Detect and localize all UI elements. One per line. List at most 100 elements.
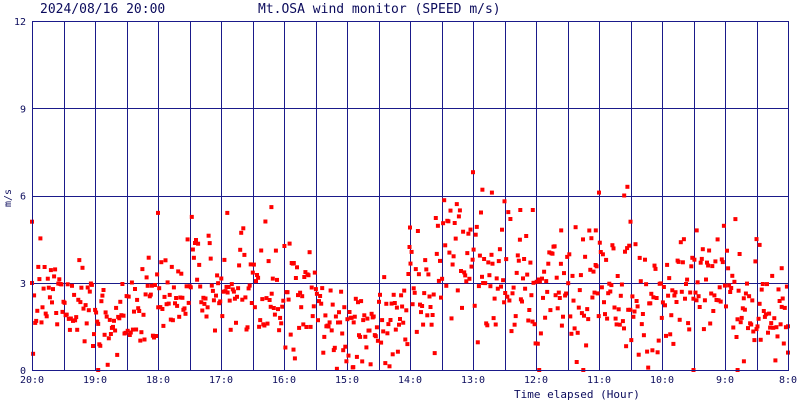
- data-point: [185, 237, 190, 242]
- data-point: [679, 289, 684, 294]
- data-point: [129, 280, 134, 285]
- timestamp-label: 2024/08/16 20:00: [40, 2, 165, 17]
- data-point: [637, 255, 642, 260]
- data-points-layer: [30, 170, 790, 372]
- data-point: [316, 318, 320, 323]
- data-point: [416, 272, 421, 277]
- data-point: [331, 348, 336, 353]
- data-point: [707, 248, 712, 253]
- data-point: [548, 308, 553, 313]
- data-point: [680, 260, 685, 265]
- data-point: [413, 267, 418, 272]
- data-point: [547, 250, 552, 255]
- data-point: [541, 295, 545, 300]
- data-point: [717, 285, 722, 290]
- data-point: [528, 260, 533, 265]
- data-point: [243, 295, 248, 300]
- data-point: [573, 225, 578, 230]
- data-point: [489, 190, 494, 195]
- data-point: [190, 247, 195, 252]
- data-point: [559, 228, 564, 233]
- data-point: [387, 364, 392, 369]
- data-point: [628, 219, 633, 224]
- data-point: [234, 320, 238, 325]
- data-point: [379, 340, 384, 345]
- data-point: [386, 322, 391, 327]
- data-point: [68, 316, 73, 321]
- data-point: [625, 246, 630, 251]
- data-point: [264, 296, 269, 301]
- data-point: [738, 320, 743, 325]
- data-point: [435, 223, 440, 228]
- data-point: [463, 273, 468, 278]
- data-point: [495, 286, 500, 291]
- data-point: [535, 341, 540, 346]
- plot-frame: [32, 21, 789, 371]
- data-point: [229, 282, 234, 287]
- data-point: [761, 309, 766, 313]
- data-point: [578, 273, 583, 278]
- data-point: [684, 282, 688, 286]
- data-point: [136, 306, 141, 311]
- data-point: [359, 299, 364, 304]
- data-point: [161, 323, 166, 328]
- data-point: [420, 304, 425, 308]
- data-point: [743, 291, 748, 296]
- data-point: [432, 351, 437, 356]
- data-point: [179, 271, 184, 276]
- data-point: [313, 287, 318, 292]
- data-point: [668, 332, 673, 337]
- data-point: [104, 314, 109, 319]
- data-point: [480, 187, 485, 192]
- data-point: [344, 359, 349, 364]
- y-tick-label: 0: [20, 366, 26, 377]
- data-point: [546, 261, 551, 266]
- y-tick-label: 6: [20, 192, 26, 203]
- data-point: [555, 306, 560, 311]
- data-point: [697, 305, 702, 309]
- data-point: [584, 343, 589, 348]
- data-point: [193, 241, 197, 245]
- data-point: [774, 325, 779, 330]
- data-point: [93, 307, 98, 312]
- data-point: [570, 273, 575, 278]
- data-point: [341, 348, 346, 353]
- data-point: [144, 275, 149, 280]
- data-point: [137, 309, 142, 313]
- data-point: [756, 316, 761, 321]
- data-point: [503, 291, 508, 295]
- data-point: [310, 314, 315, 319]
- data-point: [146, 255, 151, 260]
- data-point: [118, 299, 123, 304]
- data-point: [43, 311, 48, 316]
- data-point: [634, 299, 639, 303]
- data-point: [405, 342, 410, 347]
- data-point: [303, 270, 308, 275]
- data-point: [650, 348, 655, 353]
- data-point: [752, 338, 757, 343]
- data-point: [152, 335, 156, 340]
- data-point: [594, 264, 599, 269]
- data-point: [216, 281, 221, 286]
- data-point: [60, 309, 65, 314]
- x-tick-label: 16:0: [272, 375, 296, 386]
- data-point: [162, 294, 167, 299]
- data-point: [363, 334, 368, 339]
- y-tick-label: 9: [20, 104, 26, 115]
- data-point: [442, 198, 447, 203]
- data-point: [482, 257, 487, 261]
- x-tick-label: 8:0: [779, 375, 797, 386]
- data-point: [345, 317, 350, 322]
- data-point: [658, 281, 663, 286]
- data-point: [444, 283, 449, 288]
- data-point: [564, 291, 569, 296]
- data-point: [205, 305, 210, 310]
- data-point: [153, 283, 157, 287]
- chart-title: Mt.OSA wind monitor (SPEED m/s): [258, 2, 501, 17]
- data-point: [702, 298, 707, 303]
- data-point: [66, 316, 71, 321]
- data-point: [141, 312, 146, 317]
- data-point: [353, 296, 358, 301]
- x-tick-label: 20:0: [20, 375, 44, 386]
- data-point: [39, 320, 44, 325]
